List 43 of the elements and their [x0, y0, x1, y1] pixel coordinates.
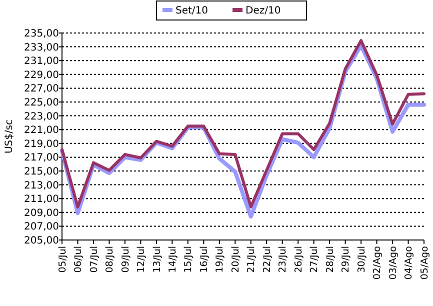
- x-tick-label: 02/Ago: [372, 246, 384, 280]
- x-tick-label: 05/Jul: [57, 246, 68, 273]
- y-tick-label: 227,00: [24, 84, 59, 95]
- x-tick-label: 06/Jul: [73, 246, 84, 273]
- y-tick-label: 231,00: [24, 56, 59, 68]
- y-tick-label: 225,00: [24, 98, 59, 108]
- x-tick-label: 19/Jul: [214, 246, 226, 273]
- y-tick-label: 211,00: [24, 194, 59, 206]
- x-tick-label: 03/Ago: [388, 246, 399, 280]
- y-axis-title: US$/sc: [4, 119, 15, 154]
- x-tick-label: 14/Jul: [168, 246, 178, 273]
- x-tick-label: 28/Jul: [324, 246, 336, 273]
- y-tick-label: 221,00: [24, 125, 59, 136]
- y-tick-label: 209,00: [24, 208, 59, 219]
- y-tick-label: 219,00: [24, 138, 59, 150]
- x-tick-label: 16/Jul: [198, 246, 210, 273]
- x-tick-label: 27/Jul: [309, 246, 320, 273]
- x-tick-label: 09/Jul: [120, 246, 132, 273]
- x-tick-label: 08/Jul: [104, 246, 116, 273]
- x-tick-label: 26/Jul: [293, 246, 304, 273]
- x-tick-label: 04/Ago: [404, 246, 415, 280]
- y-tick-label: 217,00: [24, 152, 59, 164]
- y-tick-label: 207,00: [24, 222, 59, 233]
- x-tick-label: 05/Ago: [419, 246, 430, 280]
- x-tick-label: 21/Jul: [246, 246, 258, 273]
- x-tick-label: 13/Jul: [152, 246, 163, 273]
- legend-label: Set/10: [176, 6, 208, 16]
- x-tick-label: 23/Jul: [278, 246, 289, 273]
- x-tick-label: 15/Jul: [183, 246, 194, 273]
- x-tick-label: 20/Jul: [230, 246, 242, 273]
- x-tick-label: 29/Jul: [340, 246, 352, 273]
- y-tick-label: 205,00: [24, 236, 59, 246]
- x-tick-label: 30/Jul: [356, 246, 368, 273]
- x-tick-label: 07/Jul: [88, 246, 100, 273]
- x-tick-label: 22/Jul: [262, 246, 273, 273]
- legend-label: Dez/10: [246, 6, 281, 16]
- y-tick-label: 235,00: [24, 28, 59, 40]
- y-tick-label: 213,00: [24, 180, 59, 192]
- y-tick-label: 233,00: [24, 42, 59, 54]
- y-tick-label: 229,00: [24, 70, 59, 81]
- y-tick-label: 215,00: [24, 166, 59, 178]
- y-tick-label: 223,00: [24, 111, 59, 122]
- x-tick-label: 12/Jul: [136, 246, 148, 273]
